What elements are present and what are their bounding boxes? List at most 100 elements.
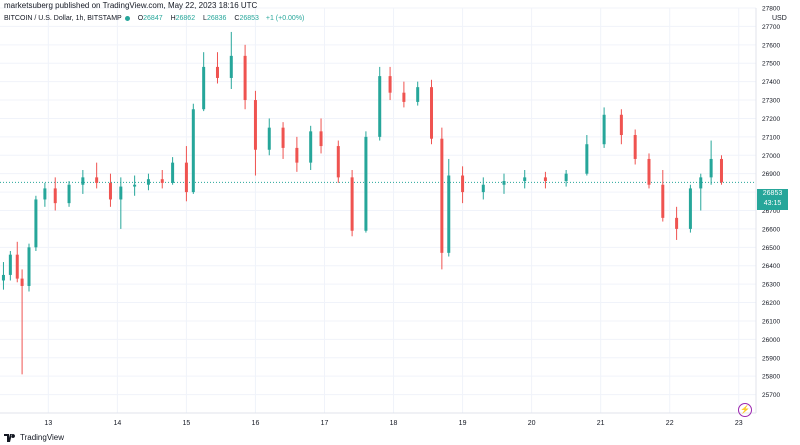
tradingview-logo[interactable]: TradingView <box>4 433 64 442</box>
candle-body <box>543 177 547 182</box>
last-price-value: 26853 <box>762 190 783 197</box>
legend: BITCOIN / U.S. Dollar, 1h, BITSTAMP O268… <box>4 15 304 22</box>
close-value: 26853 <box>239 15 259 22</box>
price-tick-label: 27400 <box>762 79 780 86</box>
price-tick-label: 25900 <box>762 355 780 362</box>
time-tick-label: 14 <box>113 420 121 427</box>
candle-body <box>43 188 47 200</box>
change-value: +1 (+0.00%) <box>265 15 305 22</box>
candles <box>1 31 723 375</box>
high-value: 26862 <box>175 15 196 22</box>
candle-body <box>619 114 623 136</box>
candle-body <box>709 158 713 178</box>
candle-body <box>481 184 485 193</box>
price-tick-label: 27000 <box>762 153 780 160</box>
candle-body <box>388 76 392 93</box>
high-label: H <box>170 15 176 22</box>
time-axis[interactable]: 13 14 15 16 17 18 19 20 21 22 23 <box>44 420 742 427</box>
time-tick-label: 21 <box>597 420 605 427</box>
bar-countdown: 43:15 <box>763 200 782 207</box>
candle-body <box>309 131 313 163</box>
candle-body <box>184 162 188 193</box>
candle-body <box>133 184 137 187</box>
candle-body <box>253 100 257 150</box>
price-tick-label: 27500 <box>762 61 780 68</box>
candle-body <box>119 186 123 200</box>
candle-body <box>647 158 651 185</box>
low-label: L <box>203 15 207 22</box>
candle-body <box>229 55 233 78</box>
candle-body <box>675 217 679 229</box>
candle-body <box>564 173 568 182</box>
time-tick-label: 18 <box>390 420 398 427</box>
price-tick-label: 26200 <box>762 300 780 307</box>
time-tick-label: 22 <box>666 420 674 427</box>
candle-body <box>20 278 24 286</box>
price-tick-label: 25800 <box>762 374 780 381</box>
symbol-title[interactable]: BITCOIN / U.S. Dollar, 1h, BITSTAMP <box>4 15 122 22</box>
time-tick-label: 16 <box>252 420 260 427</box>
candle-body <box>461 175 465 193</box>
candle-body <box>440 138 444 253</box>
market-status-icon <box>124 15 130 21</box>
time-tick-label: 23 <box>735 420 743 427</box>
candle-body <box>402 92 406 102</box>
candle-body <box>267 127 271 150</box>
open-label: O <box>137 15 144 22</box>
candle-body <box>350 177 354 231</box>
last-price-badge: 26853 43:15 <box>757 189 788 210</box>
time-tick-label: 13 <box>44 420 52 427</box>
candle-body <box>108 182 112 200</box>
price-tick-label: 27100 <box>762 134 780 141</box>
candle-body <box>8 254 12 275</box>
currency-label[interactable]: USD <box>772 15 787 22</box>
candle-body <box>688 188 692 229</box>
time-tick-label: 15 <box>183 420 191 427</box>
candle-body <box>243 55 247 101</box>
candle-body <box>15 254 19 279</box>
candle-body <box>364 136 368 231</box>
candle-body <box>95 177 99 183</box>
publish-attribution: marketsuberg published on TradingView.co… <box>4 1 258 10</box>
price-tick-label: 27300 <box>762 98 780 105</box>
candle-body <box>336 146 340 178</box>
close-label: C <box>234 15 240 22</box>
candle-body <box>319 131 323 147</box>
low-value: 26836 <box>206 15 227 22</box>
candle-body <box>430 87 434 139</box>
candle-body <box>191 109 195 193</box>
price-tick-label: 26900 <box>762 171 780 178</box>
candle-body <box>416 87 420 102</box>
price-tick-label: 25700 <box>762 392 780 399</box>
candle-body <box>81 177 85 185</box>
price-tick-label: 26700 <box>762 208 780 215</box>
candle-body <box>719 158 723 183</box>
candle-body <box>602 114 606 145</box>
grid <box>0 7 756 413</box>
price-tick-label: 26100 <box>762 318 780 325</box>
candle-body <box>160 179 164 183</box>
candle-body <box>215 66 219 78</box>
candle-body <box>502 181 506 185</box>
candle-body <box>53 188 57 204</box>
candle-body <box>27 247 31 286</box>
candle-body <box>1 274 5 281</box>
candle-body <box>661 184 665 218</box>
price-tick-label: 26400 <box>762 263 780 270</box>
candle-body <box>281 127 285 148</box>
candle-body <box>202 66 206 110</box>
lightning-icon[interactable]: ⚡ <box>738 403 752 417</box>
candle-body <box>67 184 71 204</box>
price-tick-label: 26600 <box>762 226 780 233</box>
price-tick-label: 27600 <box>762 42 780 49</box>
time-tick-label: 19 <box>459 420 467 427</box>
price-tick-label: 27800 <box>762 6 780 13</box>
tradingview-logo-icon <box>4 433 16 442</box>
candle-body <box>633 135 637 159</box>
open-value: 26847 <box>143 15 163 22</box>
candle-body <box>585 144 589 174</box>
time-tick-label: 17 <box>321 420 329 427</box>
candle-body <box>699 177 703 189</box>
price-tick-label: 26500 <box>762 245 780 252</box>
